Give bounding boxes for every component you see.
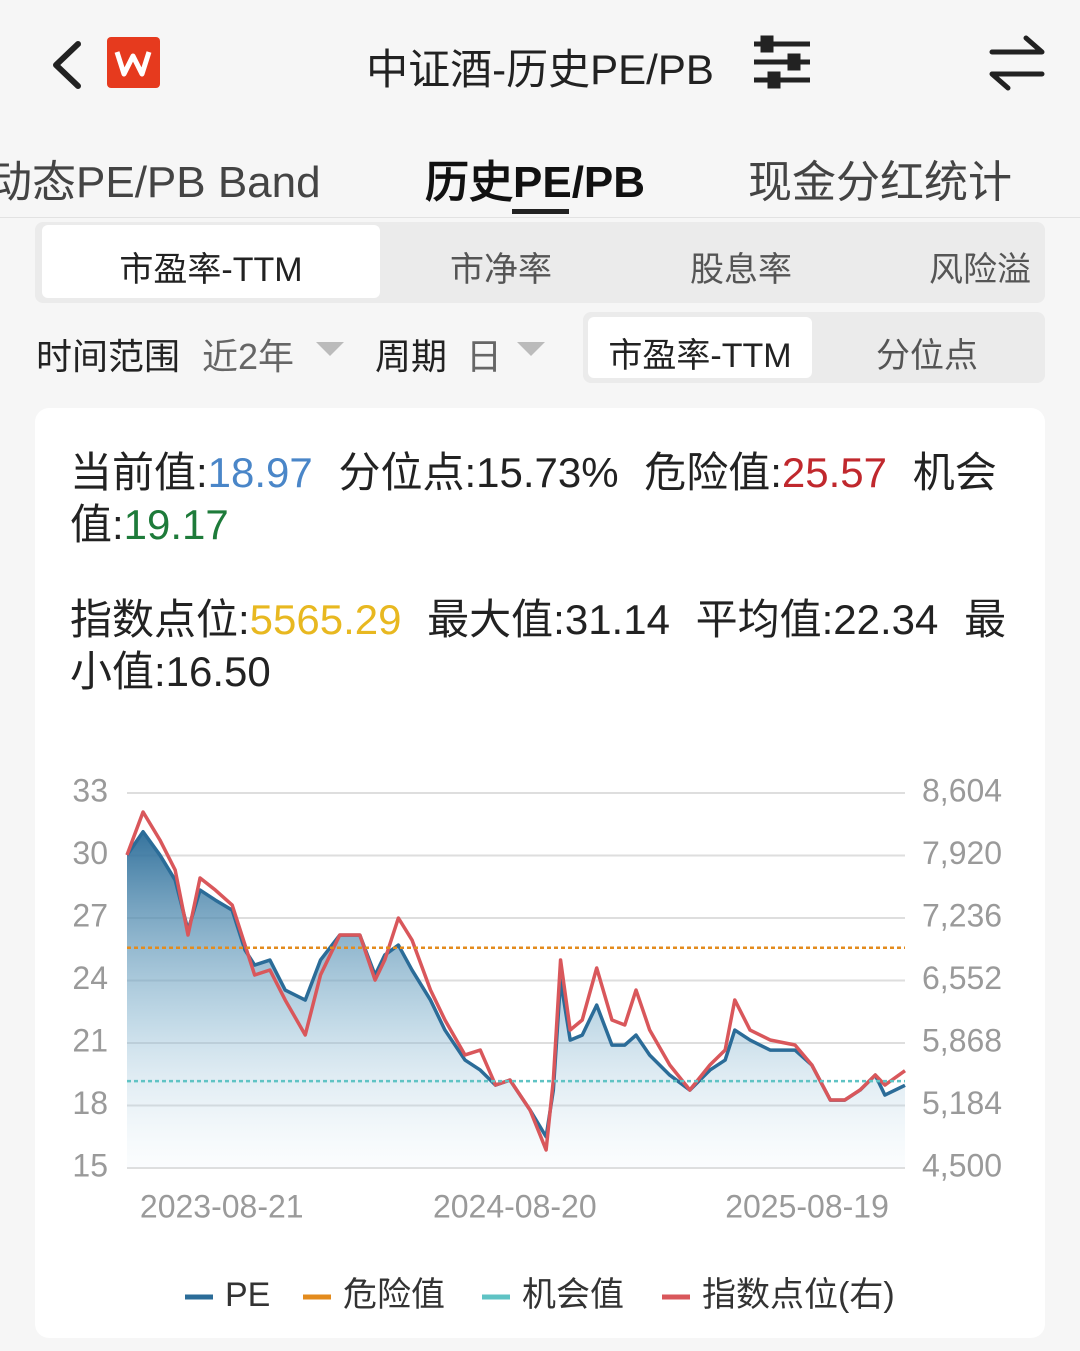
y2-tick-label: 7,236: [922, 897, 1002, 933]
stats-group: 当前值:18.97 分位点:15.73% 危险值:25.57 机会值:19.17: [70, 447, 1020, 551]
y2-tick-label: 7,920: [922, 835, 1002, 871]
filter-value[interactable]: 近2年: [202, 336, 295, 377]
stat-value: 25.57: [781, 449, 888, 496]
y-tick-label: 21: [72, 1022, 108, 1058]
x-tick-label: 2025-08-19: [725, 1188, 889, 1224]
switch-icon[interactable]: [989, 35, 1045, 91]
stat-value: 18.97: [207, 449, 313, 496]
tab[interactable]: 动态PE/PB Band: [0, 158, 321, 207]
filter-value[interactable]: 日: [466, 336, 503, 377]
page-title: 中证酒-历史PE/PB: [366, 46, 714, 93]
stat-value: 16.50: [165, 648, 271, 695]
subtab[interactable]: 风险溢: [929, 251, 1031, 289]
header-icons: [53, 35, 1045, 91]
stat-label: 机会值:: [70, 449, 997, 548]
y2-tick-label: 8,604: [922, 772, 1002, 808]
divider: [0, 217, 1080, 218]
subtab[interactable]: 市盈率-TTM: [119, 251, 303, 289]
x-tick-label: 2024-08-20: [433, 1188, 597, 1224]
y-tick-label: 24: [72, 960, 108, 996]
legend-label: 指数点位(右): [702, 1276, 895, 1314]
legend-label: 机会值: [522, 1276, 624, 1314]
toggle: 市盈率-TTM 分位点: [583, 312, 1045, 383]
back-button[interactable]: [53, 41, 81, 89]
chart-card: [35, 408, 1045, 1338]
settings-icon[interactable]: [754, 35, 810, 89]
stat-label: 分位点:: [338, 449, 477, 496]
stat-label: 当前值:: [70, 449, 208, 496]
filter-label: 时间范围: [36, 336, 181, 377]
y-tick-label: 33: [72, 772, 108, 808]
legend-label: 危险值: [343, 1276, 445, 1314]
area: [127, 831, 905, 1168]
stat-value: 22.34: [833, 596, 939, 643]
stat-label: 最大值:: [427, 596, 565, 643]
legend-label: PE: [225, 1276, 270, 1314]
x-tick-label: 2023-08-21: [140, 1188, 304, 1224]
filter-label: 周期: [375, 336, 448, 377]
y-tick-label: 18: [72, 1085, 108, 1121]
subtab-selected: [42, 225, 380, 298]
tab-indicator: [512, 209, 569, 214]
tab-active[interactable]: 历史PE/PB: [425, 158, 646, 207]
subtab-bar: 市盈率-TTM 市净率 股息率 风险溢: [35, 222, 1045, 303]
stats-group: 指数点位:5565.29 最大值:31.14 平均值:22.34 最小值:16.…: [70, 594, 1020, 698]
dropdown-arrow[interactable]: [316, 342, 344, 356]
stat-label: 指数点位:: [70, 596, 250, 643]
stat-value: 19.17: [123, 501, 229, 548]
y2-tick-label: 5,184: [922, 1085, 1002, 1121]
stat-label: 最小值:: [70, 596, 1007, 695]
y-tick-label: 15: [72, 1147, 108, 1183]
stat-value: 15.73%: [476, 449, 619, 496]
tab[interactable]: 现金分红统计: [748, 158, 1012, 207]
stat-value: 31.14: [564, 596, 670, 643]
app-logo-mark: [114, 51, 152, 77]
toggle-option[interactable]: 分位点: [876, 337, 978, 375]
y2-tick-label: 4,500: [922, 1147, 1002, 1183]
y2-tick-label: 6,552: [922, 960, 1002, 996]
line: [125, 810, 907, 1152]
y-tick-label: 27: [72, 897, 108, 933]
stat-label: 平均值:: [695, 596, 834, 643]
stat-label: 危险值:: [644, 449, 782, 496]
toggle-option[interactable]: 市盈率-TTM: [608, 337, 792, 375]
subtab[interactable]: 股息率: [690, 251, 792, 289]
y2-tick-label: 5,868: [922, 1022, 1002, 1058]
subtab[interactable]: 市净率: [450, 251, 552, 289]
y-tick-label: 30: [72, 835, 108, 871]
stat-value: 5565.29: [249, 596, 402, 643]
dropdown-arrow[interactable]: [517, 342, 545, 356]
toggle-selected: [588, 317, 812, 378]
